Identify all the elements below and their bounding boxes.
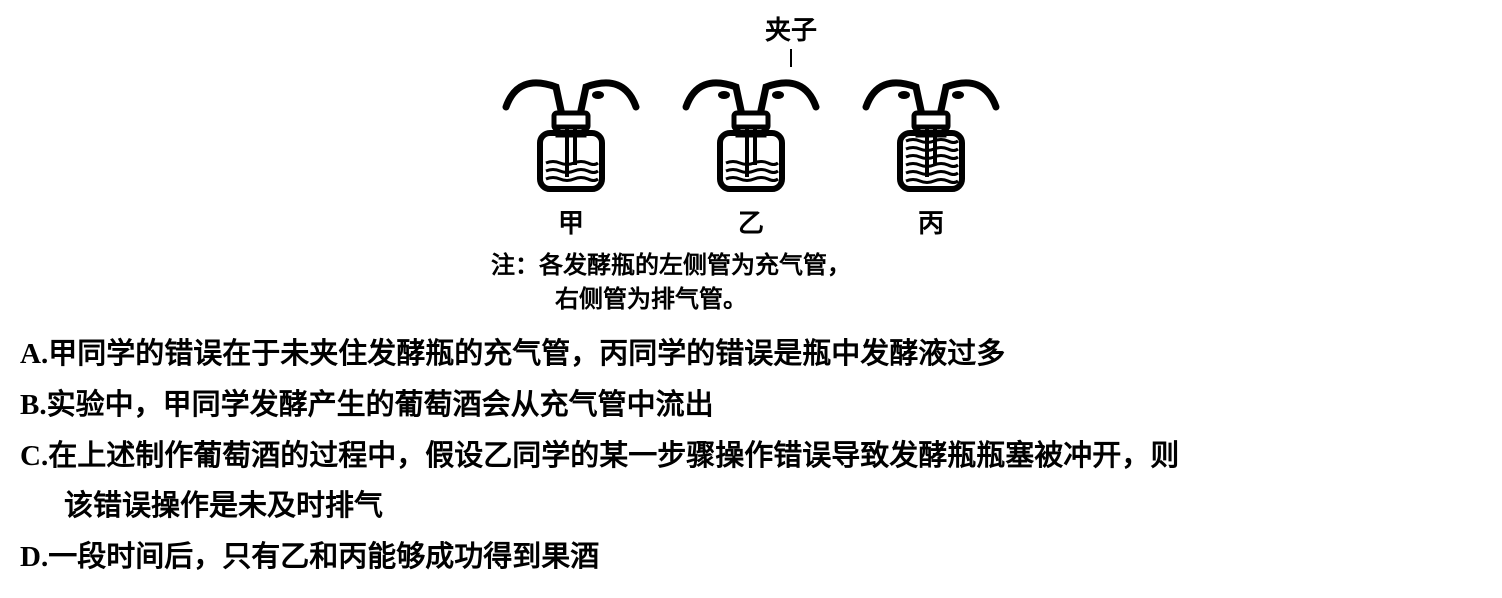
bottle-乙: 乙 xyxy=(676,59,826,240)
option-text: 实验中，甲同学发酵产生的葡萄酒会从充气管中流出 xyxy=(47,380,714,431)
diagram-area: 夹子 甲 xyxy=(20,10,1482,317)
option-text: 在上述制作葡萄酒的过程中，假设乙同学的某一步骤操作错误导致发酵瓶瓶塞被冲开，则 xyxy=(48,431,1179,482)
option-c: C. 在上述制作葡萄酒的过程中，假设乙同学的某一步骤操作错误导致发酵瓶瓶塞被冲开… xyxy=(20,431,1482,482)
fermentation-bottle-icon xyxy=(676,59,826,199)
option-letter: A. xyxy=(20,329,48,380)
note-line2: 右侧管为排气管。 xyxy=(491,287,747,313)
bottle-label: 乙 xyxy=(738,203,764,240)
bottle-甲: 甲 xyxy=(496,59,646,240)
bottle-label: 甲 xyxy=(558,203,584,240)
note-line1: 注：各发酵瓶的左侧管为充气管， xyxy=(491,253,851,279)
option-c-continuation: 该错误操作是未及时排气 xyxy=(20,481,1482,532)
bottle-label: 丙 xyxy=(918,203,944,240)
options-list: A. 甲同学的错误在于未夹住发酵瓶的充气管，丙同学的错误是瓶中发酵液过多 B. … xyxy=(20,329,1482,583)
fermentation-bottle-icon xyxy=(496,59,646,199)
option-letter: C. xyxy=(20,431,48,482)
option-d: D. 一段时间后，只有乙和丙能够成功得到果酒 xyxy=(20,532,1482,583)
fermentation-bottle-icon xyxy=(856,59,1006,199)
option-b: B. 实验中，甲同学发酵产生的葡萄酒会从充气管中流出 xyxy=(20,380,1482,431)
option-letter: B. xyxy=(20,380,47,431)
option-text: 一段时间后，只有乙和丙能够成功得到果酒 xyxy=(48,532,599,583)
diagram-note: 注：各发酵瓶的左侧管为充气管， 右侧管为排气管。 xyxy=(491,250,1011,317)
bottle-丙: 丙 xyxy=(856,59,1006,240)
bottles-row: 甲 乙 丙 xyxy=(496,59,1006,240)
option-letter: D. xyxy=(20,532,48,583)
clip-label: 夹子 xyxy=(765,10,817,47)
option-text: 甲同学的错误在于未夹住发酵瓶的充气管，丙同学的错误是瓶中发酵液过多 xyxy=(48,329,1005,380)
option-a: A. 甲同学的错误在于未夹住发酵瓶的充气管，丙同学的错误是瓶中发酵液过多 xyxy=(20,329,1482,380)
